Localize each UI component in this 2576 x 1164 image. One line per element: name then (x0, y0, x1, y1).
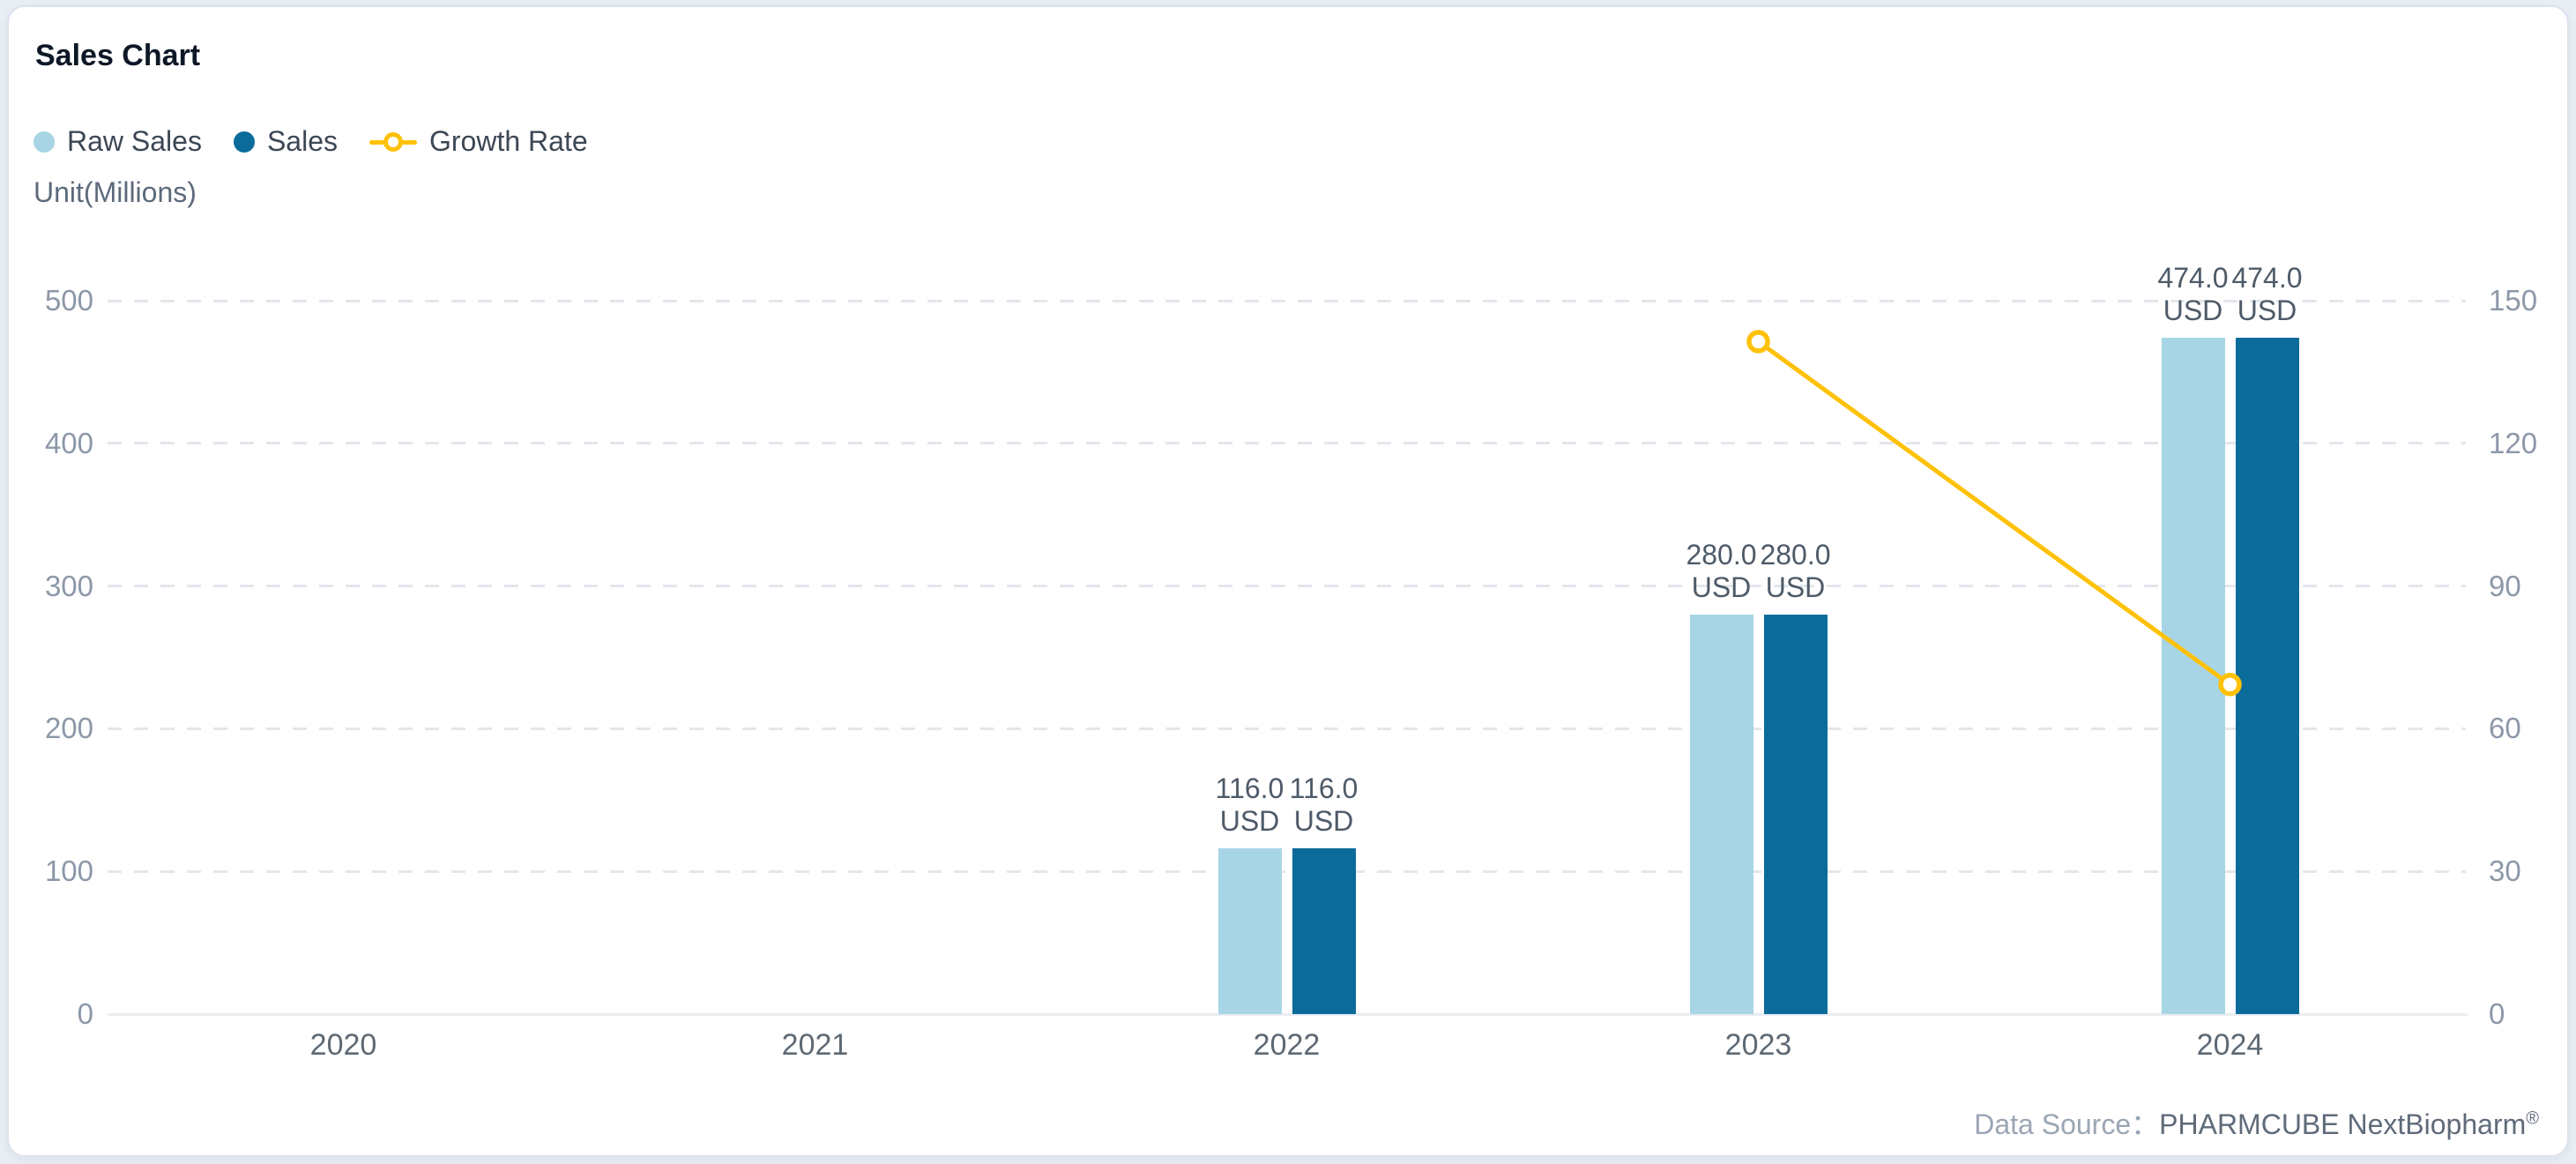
legend-item-label: Raw Sales (67, 125, 202, 157)
left-axis-tick-label: 200 (44, 712, 93, 745)
right-axis-tick-label: 30 (2489, 854, 2521, 888)
data-source: Data Source：PHARMCUBE NextBiopharm® (1974, 1102, 2539, 1143)
left-axis-tick-label: 300 (44, 569, 93, 602)
x-axis-label-2022: 2022 (1253, 1028, 1321, 1062)
bar-value-label-line: 474.0 (2157, 262, 2229, 295)
growth-rate-point-2024[interactable] (2218, 672, 2242, 697)
bar-value-label: 474.0 USD (2105, 262, 2282, 327)
x-axis-label-2023: 2023 (1724, 1028, 1792, 1062)
growth-rate-legend-icon (369, 131, 417, 153)
gridline (108, 442, 2466, 445)
bar-sales-2022[interactable] (1292, 848, 1356, 1014)
gridline (108, 299, 2466, 302)
x-axis-line (108, 1012, 2468, 1016)
sales-legend-icon (233, 131, 255, 153)
bar-value-label-line: 116.0 (1215, 772, 1284, 805)
bar-value-label-line: 280.0 (1760, 538, 1831, 571)
data-source-label: Data Source： (1974, 1108, 2160, 1140)
gridline (108, 727, 2466, 730)
bar-value-label-line: USD (1293, 805, 1354, 838)
bar-raw-sales-2023[interactable] (1689, 614, 1753, 1014)
growth-rate-line-layer (1746, 330, 2242, 697)
unit-label: Unit(Millions) (34, 176, 197, 208)
bar-value-label: 280.0 USD (1708, 539, 1884, 604)
gridline (108, 869, 2466, 873)
legend-item-raw-sales[interactable]: Raw Sales (34, 125, 202, 158)
right-axis-tick-label: 90 (2489, 569, 2521, 602)
left-axis-tick-label: 500 (44, 284, 93, 317)
bar-raw-sales-2024[interactable] (2161, 338, 2225, 1014)
bar-value-label-line: 116.0 (1289, 772, 1359, 805)
legend-item-growth-rate[interactable]: Growth Rate (369, 125, 588, 158)
x-axis-label-2020: 2020 (309, 1028, 377, 1062)
legend: Raw Sales Sales Growth Rate (34, 125, 588, 158)
legend-item-label: Growth Rate (429, 125, 588, 157)
legend-item-label: Sales (266, 125, 338, 157)
left-axis-tick-label: 100 (44, 854, 93, 888)
bar-raw-sales-2022[interactable] (1217, 848, 1282, 1014)
bar-value-label: 280.0 USD (1634, 539, 1810, 604)
left-axis-tick-label: 400 (44, 426, 93, 459)
left-axis-tick-label: 0 (77, 997, 93, 1030)
bar-value-label-line: 280.0 (1686, 538, 1757, 571)
bar-value-label-line: 474.0 (2231, 262, 2303, 295)
bar-sales-2024[interactable] (2235, 338, 2299, 1014)
bar-value-label-line: USD (2163, 295, 2223, 327)
bar-value-label-line: USD (1691, 571, 1752, 603)
growth-rate-point-2023[interactable] (1746, 330, 1770, 354)
bar-value-label-line: USD (1219, 805, 1280, 838)
right-axis-tick-label: 0 (2489, 997, 2505, 1030)
x-axis-label-2024: 2024 (2196, 1028, 2264, 1062)
bar-value-label-line: USD (2237, 295, 2297, 327)
right-axis-tick-label: 150 (2489, 284, 2538, 317)
bar-value-label-line: USD (1765, 571, 1826, 603)
data-source-value: PHARMCUBE NextBiopharm (2159, 1108, 2527, 1140)
bar-value-label: 474.0 USD (2179, 262, 2356, 327)
x-axis-label-2021: 2021 (781, 1028, 849, 1062)
right-axis-tick-label: 120 (2489, 426, 2538, 459)
registered-trademark-icon: ® (2526, 1108, 2539, 1129)
raw-sales-legend-icon (34, 131, 55, 153)
sales-chart-card (7, 5, 2569, 1157)
bar-value-label: 116.0 USD (1162, 772, 1338, 838)
chart-title: Sales Chart (35, 39, 201, 72)
bar-sales-2023[interactable] (1763, 614, 1828, 1014)
bar-value-label: 116.0 USD (1236, 772, 1412, 838)
legend-item-sales[interactable]: Sales (233, 125, 338, 158)
right-axis-tick-label: 60 (2489, 712, 2521, 745)
growth-rate-line[interactable] (1757, 340, 2231, 687)
gridline (108, 585, 2466, 588)
ring-marker (383, 131, 403, 152)
